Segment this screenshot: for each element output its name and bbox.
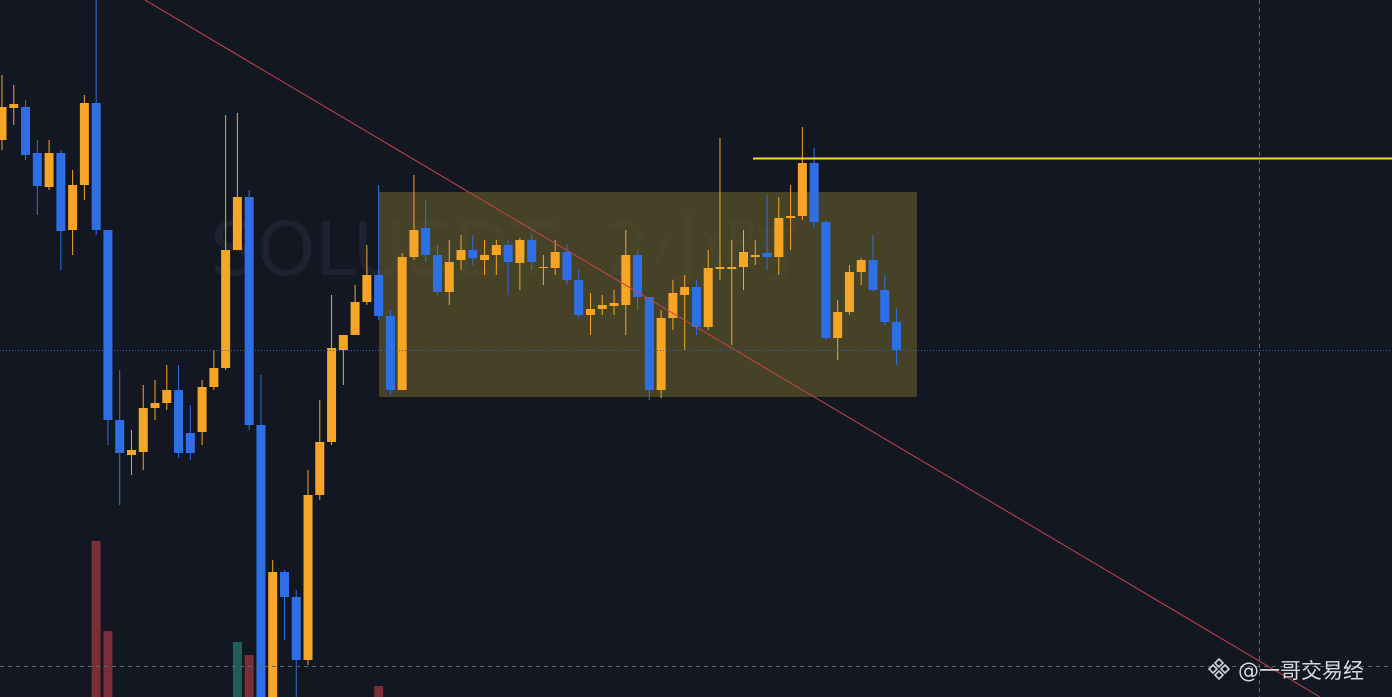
candle-body <box>821 222 831 338</box>
candle-body <box>892 322 902 350</box>
volume-layer <box>91 541 384 697</box>
candle-body <box>833 312 843 338</box>
candle-body <box>880 290 890 322</box>
volume-bar <box>91 541 101 697</box>
candle-body <box>644 297 654 390</box>
candle-body <box>279 572 289 597</box>
candle-body <box>221 250 231 368</box>
candle-body <box>350 302 360 335</box>
candle-body <box>385 316 395 390</box>
candle-body <box>409 230 419 257</box>
candle-body <box>762 253 772 257</box>
candle-body <box>468 250 478 258</box>
candle-body <box>609 303 619 306</box>
trend-line <box>144 0 1321 697</box>
candle-body <box>327 348 337 442</box>
candle-body <box>256 425 266 697</box>
candle-body <box>480 255 490 260</box>
volume-bar <box>244 655 254 697</box>
candle-body <box>786 216 796 218</box>
candle-body <box>79 103 89 185</box>
candle-body <box>9 104 19 108</box>
candle-body <box>680 287 690 295</box>
footer-text: @一哥交易经 <box>1238 659 1364 683</box>
candle-body <box>656 318 666 390</box>
footer-logo <box>1207 657 1231 681</box>
candle-body <box>185 433 195 453</box>
candle-body <box>562 252 572 280</box>
candle-body <box>597 305 607 309</box>
candle-body <box>703 268 713 327</box>
candle-body <box>162 390 172 403</box>
candle-body <box>491 245 501 255</box>
candle-body <box>668 293 678 318</box>
candle-body <box>44 153 54 187</box>
candle-body <box>197 387 207 432</box>
candle-body <box>115 420 125 453</box>
candle-body <box>456 250 466 260</box>
candle-body <box>397 257 407 390</box>
candle-body <box>138 408 148 452</box>
candle-body <box>291 597 301 660</box>
volume-bar <box>103 631 113 697</box>
candle-body <box>303 495 313 660</box>
candle-body <box>268 572 278 697</box>
candle-body <box>550 252 560 268</box>
candle-body <box>374 275 384 316</box>
candle-body <box>856 260 866 272</box>
candle-body <box>809 163 819 222</box>
candle-body <box>174 390 184 453</box>
candle-body <box>727 267 737 269</box>
candle-body <box>150 403 160 408</box>
candle-body <box>338 335 348 350</box>
candle-body <box>421 228 431 255</box>
candle-body <box>774 218 784 257</box>
candle-body <box>0 107 7 140</box>
candle-body <box>715 267 725 269</box>
candle-body <box>621 255 631 305</box>
candle-body <box>232 197 242 250</box>
candle-body <box>432 255 442 292</box>
candle-body <box>91 103 101 230</box>
candle-body <box>574 280 584 315</box>
volume-bar <box>232 642 242 697</box>
candle-body <box>126 450 136 455</box>
candle-body <box>315 442 325 495</box>
candle-body <box>68 185 78 230</box>
candle-body <box>527 240 537 262</box>
candle-body <box>444 262 454 292</box>
candle-body <box>739 252 749 267</box>
volume-bar <box>374 686 384 697</box>
candle-body <box>797 163 807 216</box>
candle-body <box>586 309 595 315</box>
candle-body <box>21 107 31 155</box>
candle-body <box>515 240 525 263</box>
candle-body <box>691 287 701 327</box>
candles <box>0 0 902 697</box>
candle-body <box>750 255 760 257</box>
candle-body <box>633 255 643 297</box>
candle-body <box>32 153 42 186</box>
candle-body <box>103 230 113 420</box>
candle-body <box>56 153 66 231</box>
candle-body <box>362 275 372 302</box>
candle-body <box>538 267 548 268</box>
candle-body <box>209 368 219 387</box>
candle-body <box>503 245 513 262</box>
candle-body <box>844 272 854 312</box>
candle-body <box>244 197 254 425</box>
candle-body <box>868 260 878 290</box>
